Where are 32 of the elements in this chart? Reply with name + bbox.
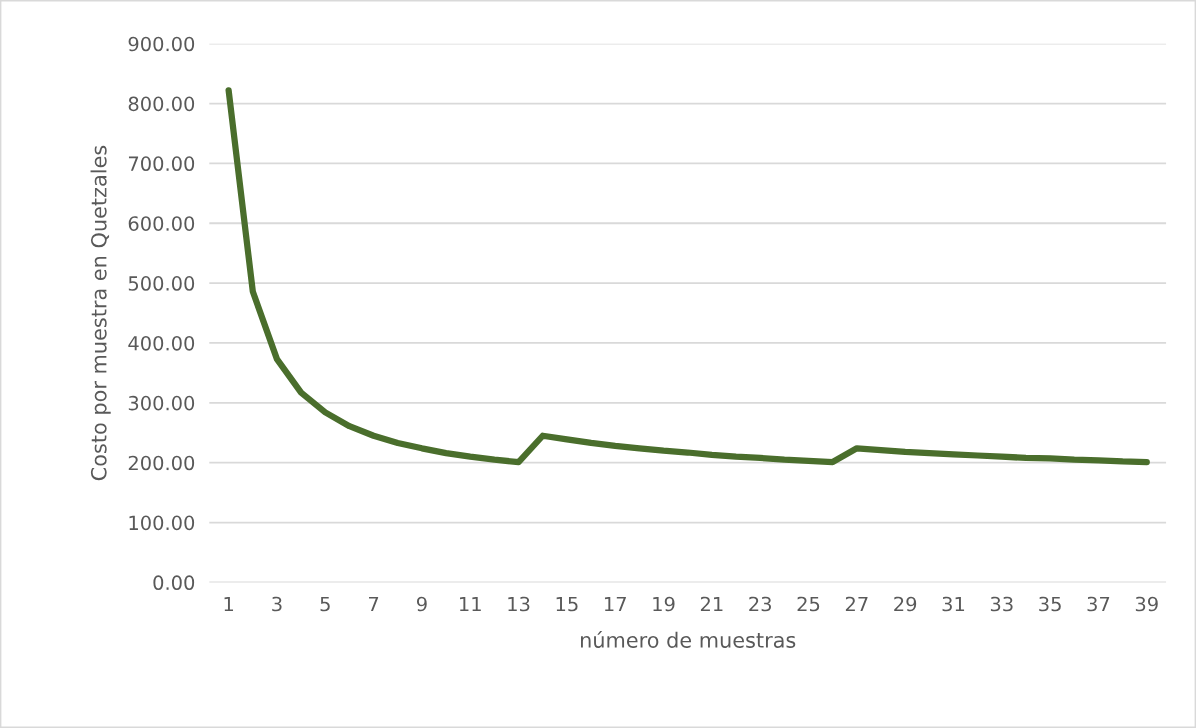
x-tick-label: 13 <box>508 596 530 612</box>
y-tick-label: 0.00 <box>153 575 195 591</box>
x-tick-label: 21 <box>700 596 723 612</box>
x-tick-label: 1 <box>224 596 234 612</box>
x-tick-label: 23 <box>749 596 771 612</box>
x-tick-label: 39 <box>1135 596 1158 612</box>
x-axis-title: número de muestras <box>581 630 796 648</box>
x-tick-label: 3 <box>272 596 282 612</box>
x-tick-label: 9 <box>416 596 427 612</box>
x-tick-label: 5 <box>320 596 330 612</box>
y-axis-title: Costo por muestra en Quetzales <box>90 145 111 481</box>
y-tick-label: 100.00 <box>129 515 195 531</box>
y-tick-label: 200.00 <box>128 455 195 471</box>
x-tick-label: 7 <box>369 596 379 612</box>
y-tick-label: 400.00 <box>128 335 195 351</box>
x-tick-label: 25 <box>797 596 820 612</box>
y-tick-label: 600.00 <box>128 216 195 231</box>
x-tick-label: 29 <box>894 596 917 612</box>
x-tick-label: 35 <box>1039 596 1061 612</box>
y-tick-label: 300.00 <box>128 395 195 411</box>
x-tick-label: 37 <box>1087 596 1110 612</box>
x-tick-label: 27 <box>845 596 868 612</box>
y-tick-label: 900.00 <box>128 36 195 52</box>
x-tick-label: 11 <box>460 596 481 612</box>
x-tick-label: 15 <box>556 596 578 612</box>
x-tick-label: 31 <box>942 596 965 612</box>
y-tick-label: 700.00 <box>128 156 195 172</box>
x-tick-label: 33 <box>990 596 1013 612</box>
y-tick-label: 500.00 <box>128 276 195 291</box>
y-tick-label: 800.00 <box>128 96 195 112</box>
x-tick-label: 19 <box>653 596 675 612</box>
x-tick-label: 17 <box>604 596 626 612</box>
